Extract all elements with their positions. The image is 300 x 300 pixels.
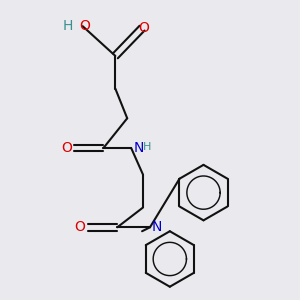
Text: N: N (152, 220, 162, 234)
Text: N: N (133, 141, 143, 155)
Text: O: O (61, 141, 72, 155)
Text: O: O (139, 21, 149, 35)
Text: O: O (75, 220, 86, 234)
Text: H: H (62, 19, 73, 33)
Text: H: H (143, 142, 152, 152)
Text: O: O (79, 19, 90, 33)
